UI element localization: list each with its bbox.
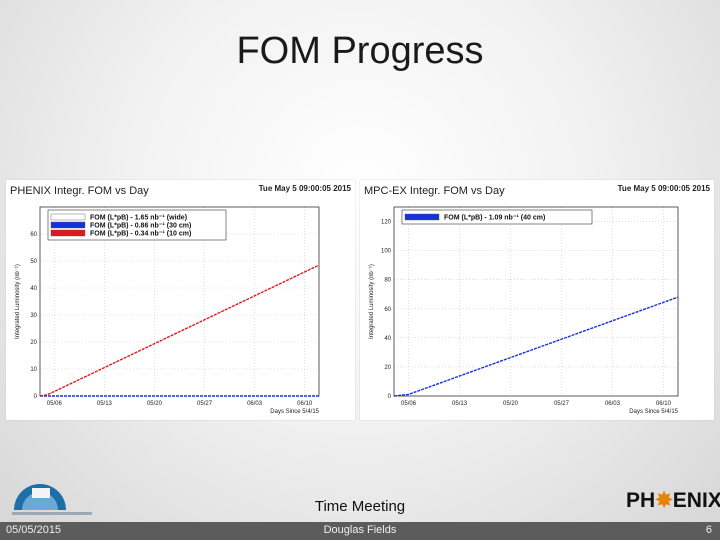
y-tick-label: 0	[388, 394, 392, 400]
x-tick-label: 05/27	[197, 401, 213, 407]
legend-swatch	[404, 213, 440, 221]
x-tick-label: 06/03	[247, 401, 263, 407]
x-tick-label: 06/10	[297, 401, 313, 407]
y-tick-label: 20	[384, 365, 391, 371]
series-line-blue	[393, 296, 679, 397]
x-tick-label: 05/13	[97, 401, 113, 407]
y-tick-label: 30	[30, 313, 37, 319]
legend-label: FOM (L*pB) - 0.34 nb⁻¹ (10 cm)	[90, 231, 191, 238]
legend-label: FOM (L*pB) - 1.65 nb⁻¹ (wide)	[90, 215, 187, 222]
chart-title: PHENIX Integr. FOM vs Day	[10, 185, 149, 197]
x-tick-label: 06/10	[656, 401, 672, 407]
series-line-red	[39, 264, 320, 397]
y-tick-label: 0	[34, 394, 38, 400]
footer-bar: 05/05/2015 Douglas Fields 6	[0, 522, 720, 540]
y-tick-label: 50	[30, 259, 37, 265]
x-tick-label: 06/03	[605, 401, 621, 407]
x-tick-label: 05/27	[554, 401, 570, 407]
x-axis-label: Days Since 5/4/15	[629, 409, 678, 415]
x-tick-label: 05/06	[401, 401, 417, 407]
chart-panel-phenix: PHENIX Integr. FOM vs Day Tue May 5 09:00…	[6, 180, 355, 420]
page-number: 6	[705, 524, 712, 536]
legend-swatch	[50, 229, 86, 237]
y-tick-label: 60	[384, 307, 391, 313]
footer-author: Douglas Fields	[323, 524, 397, 536]
footer-date: 05/05/2015	[6, 524, 62, 536]
legend-swatch	[50, 221, 86, 229]
y-axis-label: Integrated Luminosity (nb⁻¹)	[369, 264, 375, 339]
phenix-logo-prefix: PH	[626, 489, 656, 512]
y-tick-label: 120	[381, 220, 392, 226]
y-tick-label: 40	[384, 336, 391, 342]
y-tick-label: 80	[384, 278, 391, 284]
chart-title: MPC-EX Integr. FOM vs Day	[364, 185, 505, 197]
chart-phenix-fom: PHENIX Integr. FOM vs Day Tue May 5 09:00…	[10, 184, 352, 415]
x-tick-label: 05/06	[47, 401, 63, 407]
legend-label: FOM (L*pB) - 0.86 nb⁻¹ (30 cm)	[90, 223, 191, 230]
chart-panel-mpcex: MPC-EX Integr. FOM vs Day Tue May 5 09:00…	[360, 180, 714, 420]
phenix-logo-suffix: ENIX	[672, 489, 720, 512]
x-tick-label: 05/20	[147, 401, 163, 407]
x-tick-label: 05/20	[503, 401, 519, 407]
slide-title: FOM Progress	[236, 30, 484, 72]
legend-box	[401, 209, 593, 225]
y-tick-label: 100	[381, 249, 392, 255]
y-tick-label: 60	[30, 232, 37, 238]
chart-mpcex-fom: MPC-EX Integr. FOM vs Day Tue May 5 09:00…	[364, 184, 711, 415]
flare-icon: ✸	[655, 489, 673, 512]
x-axis-label: Days Since 5/4/15	[270, 409, 319, 415]
y-tick-label: 10	[30, 367, 37, 373]
y-tick-label: 40	[30, 286, 37, 292]
x-tick-label: 05/13	[452, 401, 468, 407]
phenix-logo: PH✸ENIX	[626, 488, 720, 516]
chart-date: Tue May 5 09:00:05 2015	[259, 184, 352, 193]
legend-swatch	[50, 213, 86, 221]
university-logo	[8, 474, 98, 520]
chart-date: Tue May 5 09:00:05 2015	[618, 184, 711, 193]
legend-label: FOM (L*pB) - 1.09 nb⁻¹ (40 cm)	[444, 215, 545, 222]
plot-frame	[393, 206, 679, 397]
y-axis-label: Integrated Luminosity (nb⁻¹)	[15, 264, 21, 339]
meeting-name: Time Meeting	[314, 498, 406, 515]
y-tick-label: 20	[30, 340, 37, 346]
